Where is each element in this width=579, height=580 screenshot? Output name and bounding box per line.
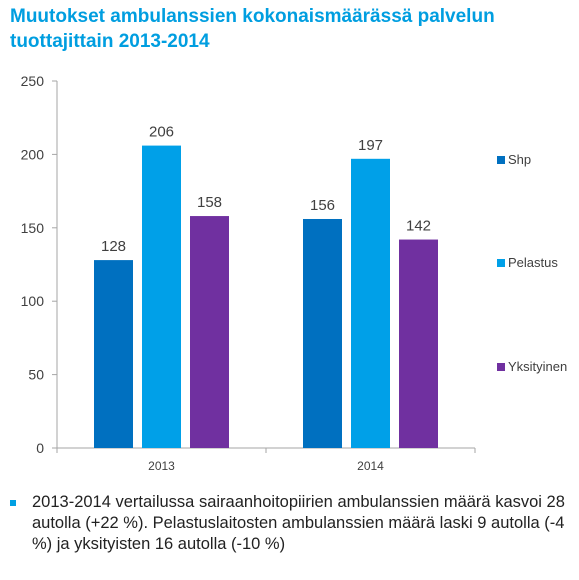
summary-note-text: 2013-2014 vertailussa sairaanhoitopiirie… [32,493,565,553]
y-tick-label: 200 [21,146,45,162]
y-tick-label: 250 [21,73,45,89]
x-tick-label: 2014 [357,459,384,473]
bullet-marker [10,500,16,506]
data-label: 156 [310,197,335,214]
bar-pelastus-2013 [142,145,181,449]
legend-label-pelastus: Pelastus [508,255,558,270]
chart-title-line-1: Muutokset ambulanssien kokonaismäärässä … [10,6,495,27]
legend-swatch-yksityinen [497,363,505,371]
chart-title: Muutokset ambulanssien kokonaismäärässä … [10,4,570,54]
chart-title-line-2: tuottajittain 2013-2014 [10,31,210,52]
bar-yksityinen-2013 [190,216,229,448]
data-label: 158 [197,194,222,211]
data-label: 206 [149,124,174,141]
y-tick-label: 50 [28,367,44,383]
bar-pelastus-2014 [351,158,390,448]
bar-chart: 0 50 100 150 200 250 128 206 158 2013 156 197 142 201… [21,73,568,473]
legend-label-yksityinen: Yksityinen [508,359,567,374]
bar-yksityinen-2014 [399,239,438,448]
data-label: 142 [406,218,431,235]
legend-label-shp: Shp [508,152,531,167]
y-tick-label: 100 [21,293,45,309]
legend-swatch-pelastus [497,259,505,267]
bar-shp-2014 [303,218,342,448]
data-label: 197 [358,137,383,154]
y-tick-label: 0 [36,440,44,456]
legend-swatch-shp [497,156,505,164]
bar-shp-2013 [94,260,133,448]
data-label: 128 [101,238,126,255]
y-tick-label: 150 [21,220,45,236]
x-tick-label: 2013 [148,459,175,473]
summary-note: 2013-2014 vertailussa sairaanhoitopiirie… [8,492,574,555]
